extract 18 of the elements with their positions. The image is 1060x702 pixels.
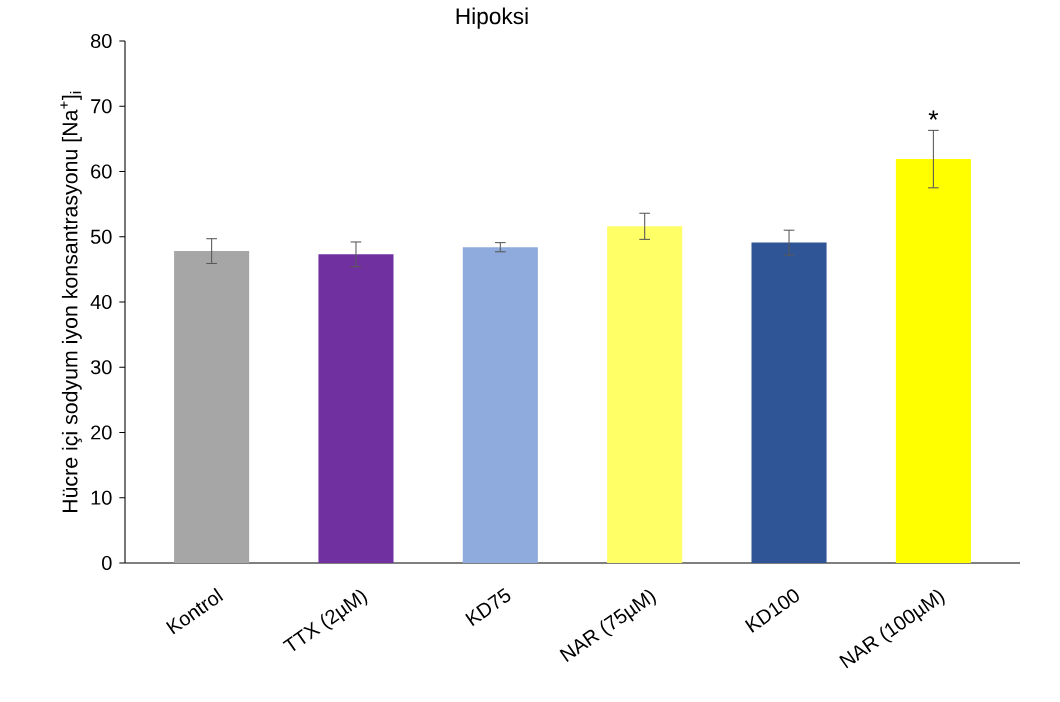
y-tick-label: 60: [91, 164, 112, 179]
y-axis-title: Hücre içi sodyum iyon konsantrasyonu [Na$^{+}$]$_{i}$: [60, 91, 82, 513]
y-tick-label: 0: [102, 555, 112, 571]
y-tick-label: 10: [91, 490, 112, 505]
bar: [318, 254, 394, 563]
bar: [174, 251, 250, 563]
bar: [462, 247, 538, 563]
y-tick-label: 80: [91, 33, 112, 49]
bar: [607, 226, 683, 563]
bar: [895, 159, 971, 563]
y-tick-label: 20: [91, 425, 112, 440]
y-tick-label: 70: [91, 99, 112, 114]
y-tick-label: 30: [90, 360, 112, 375]
annotation: *: [928, 110, 939, 120]
chart-title: Hipoksi: [456, 7, 528, 29]
bar: [751, 242, 827, 563]
y-tick-label: 50: [90, 229, 112, 244]
y-tick-label: 40: [90, 294, 112, 310]
